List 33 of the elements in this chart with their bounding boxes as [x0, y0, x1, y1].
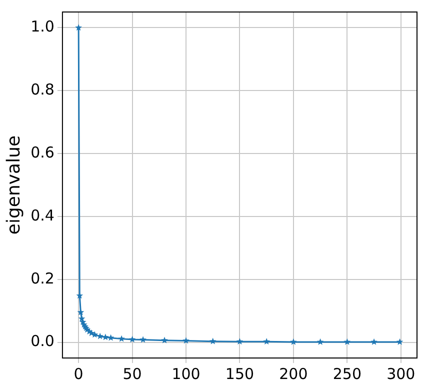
x-tick-label: 200 — [279, 364, 308, 383]
point — [182, 337, 190, 344]
y-tick-label: 0.2 — [30, 269, 54, 288]
y-tick-label: 0.8 — [30, 80, 54, 99]
y-tick-label: 0.0 — [30, 332, 54, 350]
point — [96, 332, 104, 340]
point — [263, 338, 270, 345]
point — [102, 334, 109, 340]
point — [161, 336, 168, 344]
x-tick-label: 300 — [386, 364, 416, 383]
point — [344, 338, 351, 345]
point — [118, 335, 125, 342]
y-tick-label: 0.4 — [30, 206, 54, 224]
y-tick-label: 1.0 — [30, 18, 54, 36]
x-tick-label: 100 — [172, 364, 200, 383]
point — [290, 338, 297, 345]
point — [396, 338, 404, 345]
x-tick-label: 50 — [122, 364, 142, 383]
x-tick-label: 150 — [225, 364, 254, 383]
point — [77, 308, 84, 316]
point — [370, 338, 378, 345]
point — [316, 338, 324, 345]
x-tick-label: 250 — [332, 364, 362, 383]
point — [128, 336, 136, 342]
y-tick-label: 0.6 — [30, 143, 54, 162]
x-tick-label: 0 — [74, 364, 84, 383]
point — [76, 292, 84, 299]
point — [107, 334, 114, 341]
point — [236, 338, 244, 345]
y-axis-title: eigenvalue — [3, 135, 24, 235]
point — [140, 336, 146, 343]
point — [75, 24, 82, 31]
point — [209, 338, 216, 344]
